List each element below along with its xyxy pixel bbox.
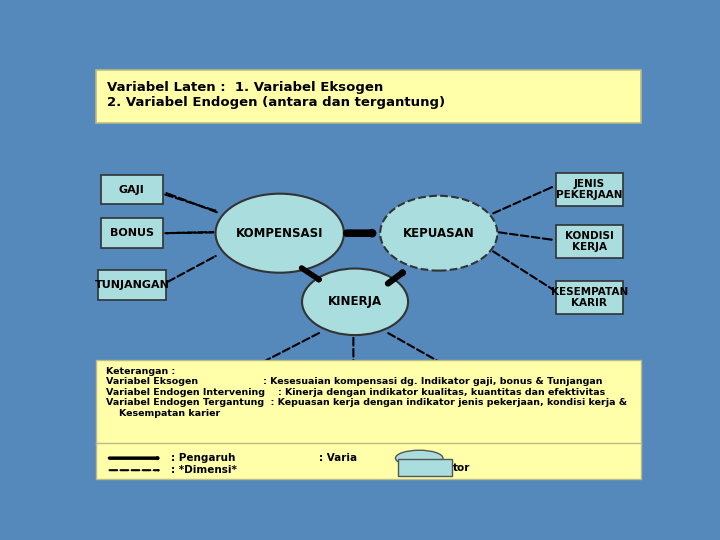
Text: KOMPENSASI: KOMPENSASI bbox=[236, 227, 323, 240]
Text: : Pengaruh: : Pengaruh bbox=[171, 453, 235, 463]
FancyBboxPatch shape bbox=[98, 271, 166, 300]
FancyBboxPatch shape bbox=[556, 281, 624, 314]
FancyBboxPatch shape bbox=[556, 173, 624, 206]
Text: EFEKTIVITAS: EFEKTIVITAS bbox=[421, 374, 500, 384]
Text: : *Dimensi*: : *Dimensi* bbox=[171, 465, 237, 475]
Text: KONDISI
KERJA: KONDISI KERJA bbox=[565, 231, 614, 252]
Text: Keterangan :
Variabel Eksogen                    : Kesesuaian kompensasi dg. Ind: Keterangan : Variabel Eksogen : Kesesuai… bbox=[106, 367, 626, 417]
Ellipse shape bbox=[302, 268, 408, 335]
Text: JENIS
PEKERJAAN: JENIS PEKERJAAN bbox=[556, 179, 623, 200]
Ellipse shape bbox=[215, 194, 344, 273]
FancyBboxPatch shape bbox=[96, 443, 642, 480]
Text: : Varia: : Varia bbox=[319, 453, 357, 463]
Ellipse shape bbox=[380, 196, 498, 271]
Text: KUANTITAS: KUANTITAS bbox=[320, 374, 390, 384]
Text: KUALITAS: KUALITAS bbox=[219, 374, 279, 384]
Text: Variabel Laten :  1. Variabel Eksogen
2. Variabel Endogen (antara dan tergantung: Variabel Laten : 1. Variabel Eksogen 2. … bbox=[107, 80, 445, 109]
FancyBboxPatch shape bbox=[101, 219, 163, 248]
Text: GAJI: GAJI bbox=[119, 185, 145, 194]
FancyBboxPatch shape bbox=[96, 70, 642, 123]
FancyBboxPatch shape bbox=[398, 460, 451, 476]
FancyBboxPatch shape bbox=[96, 360, 642, 445]
Ellipse shape bbox=[395, 450, 443, 466]
Text: KESEMPATAN
KARIR: KESEMPATAN KARIR bbox=[551, 287, 628, 308]
FancyBboxPatch shape bbox=[101, 175, 163, 204]
Text: TUNJANGAN: TUNJANGAN bbox=[94, 280, 169, 290]
Text: ─: ─ bbox=[107, 453, 116, 463]
Text: KEPUASAN: KEPUASAN bbox=[403, 227, 474, 240]
FancyBboxPatch shape bbox=[556, 225, 624, 258]
Text: KINERJA: KINERJA bbox=[328, 295, 382, 308]
FancyBboxPatch shape bbox=[425, 365, 498, 393]
Text: tor: tor bbox=[453, 463, 470, 472]
FancyBboxPatch shape bbox=[212, 365, 286, 393]
Text: BONUS: BONUS bbox=[110, 228, 154, 238]
FancyBboxPatch shape bbox=[318, 365, 392, 393]
